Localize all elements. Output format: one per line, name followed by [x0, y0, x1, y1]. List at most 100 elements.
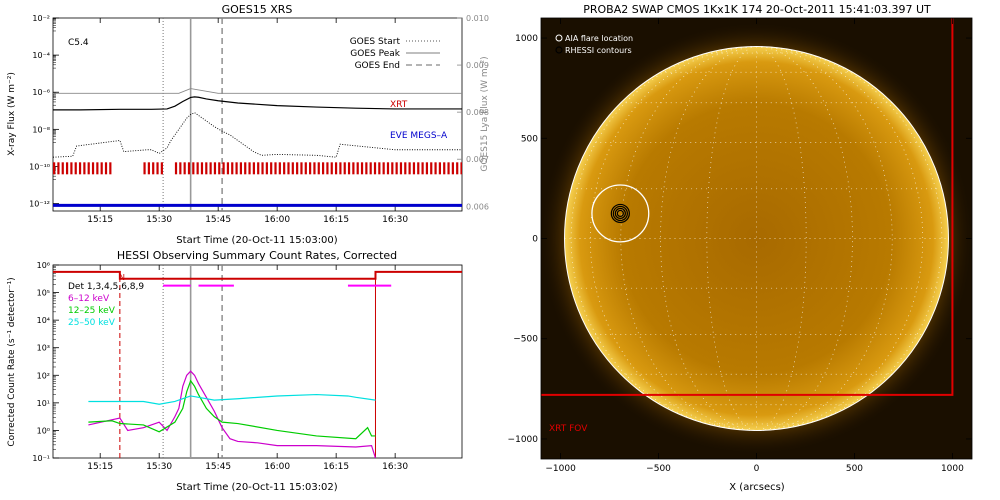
- goes-y-label: X-ray Flux (W m⁻²): [7, 72, 17, 156]
- y-tick-label: 10⁻²: [32, 14, 50, 23]
- y-tick-label: 0: [532, 235, 538, 245]
- y-tick-label: 10⁻¹²: [29, 200, 50, 209]
- goes-panel: GOES15 XRS 10⁻² 10⁻⁴ 10⁻⁶ 10⁻⁸ 10⁻¹⁰ 10⁻¹² 0.…: [7, 3, 490, 246]
- xrt-observation-mark: [257, 162, 260, 175]
- xrt-observation-mark: [235, 162, 238, 175]
- rhessi-contours: [610, 203, 630, 224]
- xrt-observation-mark: [278, 162, 281, 175]
- longitude-line: [620, 46, 757, 431]
- x-tick-label: 15:45: [205, 215, 231, 225]
- xrt-observation-mark: [408, 162, 411, 175]
- goes-plot-frame: [52, 17, 463, 212]
- xrt-observation-mark: [252, 162, 255, 175]
- x-tick-label: −1000: [545, 464, 576, 474]
- xrt-observation-mark: [421, 162, 424, 175]
- xrt-observation-mark: [365, 162, 368, 175]
- goes-y-axis: 10⁻² 10⁻⁴ 10⁻⁶ 10⁻⁸ 10⁻¹⁰ 10⁻¹²: [29, 14, 59, 209]
- xrt-observation-mark: [222, 162, 225, 175]
- hessi-y-label: Corrected Count Rate (s⁻¹ detector⁻¹): [7, 277, 17, 446]
- xrt-observation-mark: [53, 162, 56, 175]
- goes-y2-axis: 0.010 0.009 0.008 0.007 0.006: [457, 14, 489, 211]
- goes-legend-label: GOES Start: [350, 37, 401, 47]
- xrt-observation-mark: [313, 162, 316, 175]
- xrt-observation-mark: [270, 162, 273, 175]
- xrt-observation-mark: [213, 162, 217, 175]
- x-tick-label: 15:15: [87, 215, 113, 225]
- xrt-fov-label: XRT FOV: [549, 424, 588, 434]
- goes-title: GOES15 XRS: [222, 3, 293, 16]
- xrt-observation-mark: [70, 162, 73, 175]
- rhessi-legend-label: RHESSI contours: [565, 46, 632, 55]
- xrt-observation-mark: [404, 162, 407, 175]
- y2-tick-label: 0.007: [466, 155, 489, 164]
- xrt-observation-mark: [369, 162, 372, 175]
- x-tick-label: 15:15: [87, 462, 113, 472]
- hessi-legend-label: 12–25 keV: [68, 306, 116, 316]
- xrt-observation-mark: [425, 162, 429, 175]
- xrt-observation-mark: [296, 162, 299, 175]
- xrt-observation-mark: [456, 162, 459, 175]
- rhessi-contour: [614, 207, 626, 220]
- xrt-observation-mark: [143, 162, 146, 175]
- y2-tick-label: 0.006: [466, 202, 489, 211]
- xrt-observation-mark: [399, 162, 403, 175]
- y2-tick-label: 0.009: [466, 61, 489, 70]
- x-tick-label: 500: [846, 464, 863, 474]
- hessi-panel: HESSI Observing Summary Count Rates, Cor…: [7, 249, 463, 493]
- xrt-observation-mark: [152, 162, 155, 175]
- xrt-observation-mark: [91, 162, 95, 175]
- xrt-observation-mark: [378, 162, 381, 175]
- xrt-observation-mark: [451, 162, 454, 175]
- hessi-data: [53, 265, 462, 458]
- xrt-observation-mark: [78, 162, 82, 175]
- xrt-observation-mark: [96, 162, 99, 175]
- xrt-observation-mark: [218, 162, 221, 175]
- heliographic-grid: [564, 46, 949, 431]
- aia-flare-location-circle: [591, 184, 650, 243]
- xrt-observation-mark: [87, 162, 90, 175]
- y-tick-label: −1000: [508, 435, 539, 445]
- aia-legend-label: AIA flare location: [565, 34, 633, 43]
- y-tick-label: 10⁻¹⁰: [29, 162, 50, 171]
- xrt-observation-mark: [356, 162, 359, 175]
- xrt-observation-mark: [74, 162, 77, 175]
- hessi-legend-label: 25–50 keV: [68, 318, 116, 328]
- xrt-observation-mark: [326, 162, 329, 175]
- xrt-observation-mark: [209, 162, 212, 175]
- y-tick-label: 10⁶: [37, 261, 50, 270]
- xrt-observation-mark: [434, 162, 437, 175]
- xrt-observation-mark: [300, 162, 303, 175]
- hessi-title: HESSI Observing Summary Count Rates, Cor…: [117, 249, 397, 262]
- y-tick-label: 10¹: [37, 399, 50, 408]
- xrt-observation-mark: [382, 162, 385, 175]
- xrt-observation-mark: [283, 162, 286, 175]
- goes-data: [53, 18, 462, 211]
- xrt-observation-mark: [248, 162, 251, 175]
- xrt-observation-mark: [226, 162, 230, 175]
- y-tick-label: 10²: [37, 371, 50, 380]
- xrt-observation-mark: [200, 162, 204, 175]
- xrt-observation-mark: [100, 162, 103, 175]
- xrt-observation-mark: [174, 162, 178, 175]
- y-tick-label: 1000: [515, 34, 538, 44]
- goes-legend-label: GOES Peak: [350, 49, 400, 59]
- goes-eve-label: EVE MEGS–A: [390, 131, 448, 141]
- hessi-series-line: [88, 393, 376, 405]
- xrt-observation-mark: [274, 162, 277, 175]
- xrt-observation-mark: [430, 162, 433, 175]
- xrt-observation-mark: [265, 162, 268, 175]
- xrt-observation-mark: [304, 162, 307, 175]
- hessi-x-label: Start Time (20-Oct-11 15:03:02): [176, 482, 337, 493]
- x-tick-label: 15:30: [146, 462, 172, 472]
- swap-x-label: X (arcsecs): [729, 482, 785, 493]
- x-tick-label: −500: [646, 464, 671, 474]
- xrt-observation-mark: [386, 162, 390, 175]
- x-tick-label: 16:15: [323, 215, 349, 225]
- xrt-observation-mark: [147, 162, 150, 175]
- goes-xrt-label: XRT: [390, 100, 408, 110]
- goes-short-channel-line: [53, 112, 462, 158]
- xrt-observation-mark: [417, 162, 420, 175]
- xrt-observation-mark: [321, 162, 325, 175]
- xrt-observation-mark: [438, 162, 441, 175]
- xrt-observation-mark: [239, 162, 243, 175]
